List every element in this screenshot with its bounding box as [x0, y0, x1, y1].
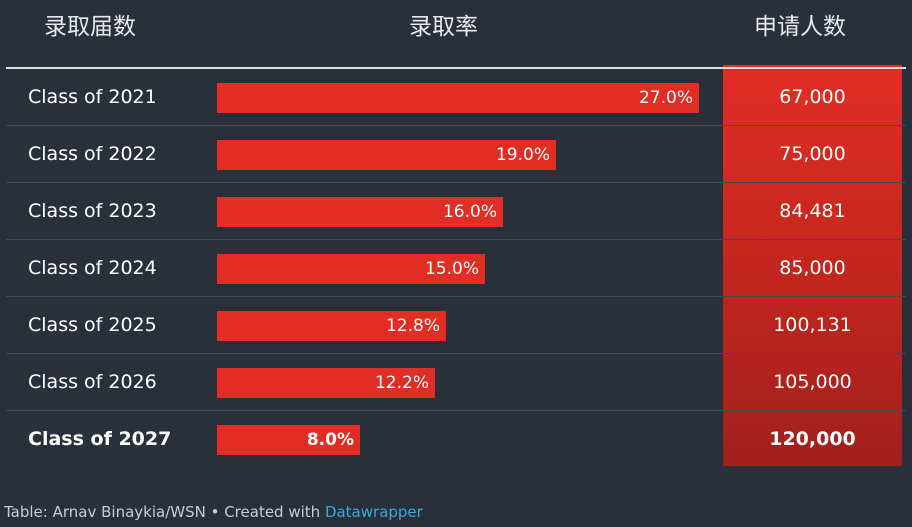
table-row: Class of 2023 16.0% 84,481 [6, 183, 906, 240]
row-divider [6, 182, 906, 183]
row-label: Class of 2024 [28, 257, 157, 279]
table-row: Class of 2022 19.0% 75,000 [6, 126, 906, 183]
applicants-value: 75,000 [779, 143, 846, 165]
footer-credit: Table: Arnav Binaykia/WSN • Created with… [4, 500, 423, 524]
row-label: Class of 2025 [28, 314, 157, 336]
row-label: Class of 2021 [28, 86, 157, 108]
column-header-class: 录取届数 [44, 14, 136, 40]
rate-value-label: 16.0% [442, 202, 497, 222]
row-label: Class of 2027 [28, 428, 172, 450]
rate-bar: 12.8% [217, 311, 446, 341]
rate-bar: 12.2% [217, 368, 435, 398]
applicants-value: 105,000 [773, 371, 852, 393]
table-row: Class of 2025 12.8% 100,131 [6, 297, 906, 354]
column-header-rate: 录取率 [409, 14, 478, 40]
rate-value-label: 19.0% [495, 145, 550, 165]
rate-bar: 27.0% [217, 83, 699, 113]
rate-value-label: 15.0% [424, 259, 479, 279]
row-divider [6, 410, 906, 411]
rate-bar: 19.0% [217, 140, 556, 170]
table-row: Class of 2021 27.0% 67,000 [6, 69, 906, 126]
table-row: Class of 2027 8.0% 120,000 [6, 411, 906, 468]
rate-value-label: 27.0% [638, 88, 693, 108]
rate-value-label: 8.0% [306, 430, 354, 450]
applicants-column-background [723, 65, 902, 466]
applicants-value: 84,481 [779, 200, 846, 222]
table-row: Class of 2024 15.0% 85,000 [6, 240, 906, 297]
column-header-applicants: 申请人数 [754, 14, 846, 40]
rate-bar: 8.0% [217, 425, 360, 455]
rate-value-label: 12.2% [374, 373, 429, 393]
header-divider [6, 67, 906, 69]
table-row: Class of 2026 12.2% 105,000 [6, 354, 906, 411]
rate-bar: 16.0% [217, 197, 503, 227]
row-divider [6, 296, 906, 297]
applicants-value: 120,000 [769, 428, 856, 450]
applicants-value: 85,000 [779, 257, 846, 279]
row-divider [6, 125, 906, 126]
rate-bar: 15.0% [217, 254, 485, 284]
row-label: Class of 2023 [28, 200, 157, 222]
datawrapper-link[interactable]: Datawrapper [324, 503, 423, 521]
row-divider [6, 239, 906, 240]
applicants-value: 67,000 [779, 86, 846, 108]
rate-value-label: 12.8% [385, 316, 440, 336]
row-divider [6, 353, 906, 354]
footer-source: Table: Arnav Binaykia/WSN • Created with [4, 503, 325, 521]
row-label: Class of 2026 [28, 371, 157, 393]
row-label: Class of 2022 [28, 143, 157, 165]
applicants-value: 100,131 [773, 314, 852, 336]
